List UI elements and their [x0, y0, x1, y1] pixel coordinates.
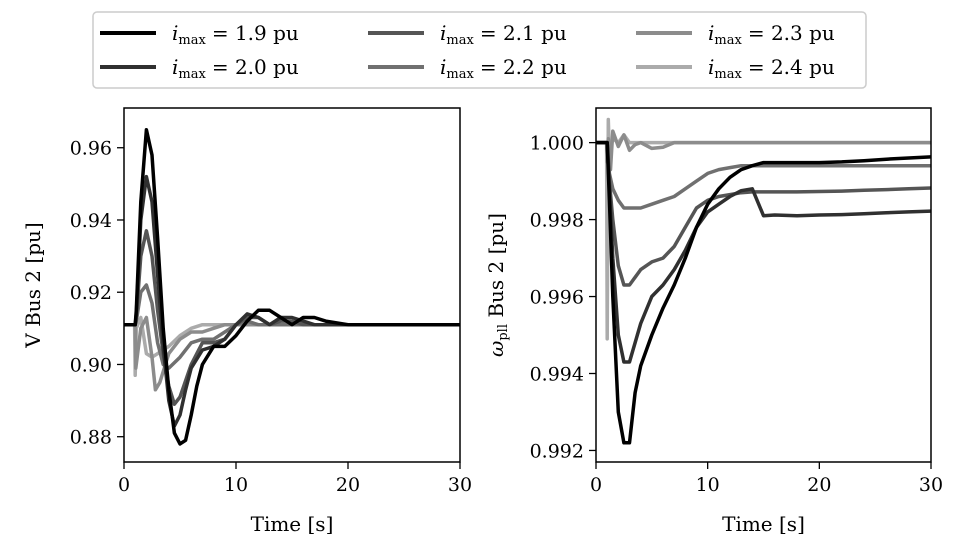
- series-line-20: [124, 174, 460, 428]
- axes-frame: [595, 107, 932, 463]
- x-tick-label: 20: [336, 474, 360, 496]
- x-tick-label: 10: [696, 474, 720, 496]
- legend-item: imax = 2.1 pu: [368, 21, 567, 48]
- legend-item: imax = 2.0 pu: [100, 55, 299, 82]
- series-line-21: [596, 140, 931, 287]
- voltage-chart: 0 10 20 30 0.88 0.90 0.92 0.94 0.96 Time [s] V Bus…: [21, 107, 472, 536]
- y-axis-label: V Bus 2 [pu]: [21, 222, 45, 348]
- x-tick-label: 20: [807, 474, 831, 496]
- y-tick-label: 0.96: [70, 138, 112, 160]
- legend-item: imax = 2.2 pu: [368, 55, 567, 82]
- y-tick-label: 0.90: [70, 354, 112, 376]
- series-group: [596, 117, 931, 445]
- legend-label: imax = 2.0 pu: [172, 55, 299, 82]
- legend-label: imax = 2.2 pu: [440, 55, 567, 82]
- legend-label: imax = 1.9 pu: [172, 21, 299, 48]
- y-tick-label: 0.998: [530, 210, 584, 232]
- legend-label: imax = 2.1 pu: [440, 21, 567, 48]
- y-axis-label: ωpll Bus 2 [pu]: [484, 213, 511, 357]
- legend-item: imax = 2.4 pu: [636, 55, 835, 82]
- pll-frequency-chart: 0 10 20 30 0.992 0.994 0.996 0.998 1.000 Time [s]…: [484, 107, 943, 536]
- x-tick-label: 0: [118, 474, 130, 496]
- legend-item: imax = 1.9 pu: [100, 21, 299, 48]
- x-axis-label: Time [s]: [722, 512, 805, 536]
- y-tick-label: 0.992: [530, 440, 584, 462]
- x-axis-label: Time [s]: [251, 512, 334, 536]
- axes-frame: [123, 107, 461, 463]
- legend-label: imax = 2.3 pu: [708, 21, 835, 48]
- y-tick-label: 0.996: [530, 287, 584, 309]
- series-line-22: [596, 140, 931, 210]
- y-tick-label: 0.994: [530, 364, 584, 386]
- x-tick-label: 30: [919, 474, 943, 496]
- series-line-19: [124, 127, 460, 446]
- x-tick-label: 30: [448, 474, 472, 496]
- x-tick-label: 10: [224, 474, 248, 496]
- x-tick-label: 0: [590, 474, 602, 496]
- legend-label: imax = 2.4 pu: [708, 55, 835, 82]
- legend-item: imax = 2.3 pu: [636, 21, 835, 48]
- legend: imax = 1.9 pu imax = 2.0 pu imax = 2.1 pu imax…: [92, 11, 867, 89]
- series-line-22: [124, 283, 460, 370]
- y-tick-label: 1.000: [530, 133, 584, 155]
- y-tick-label: 0.88: [70, 427, 112, 449]
- series-line-19: [596, 140, 931, 445]
- series-line-23: [124, 315, 460, 392]
- series-group: [124, 127, 460, 446]
- y-tick-label: 0.92: [70, 282, 112, 304]
- y-tick-label: 0.94: [70, 210, 112, 232]
- series-line-20: [596, 140, 931, 364]
